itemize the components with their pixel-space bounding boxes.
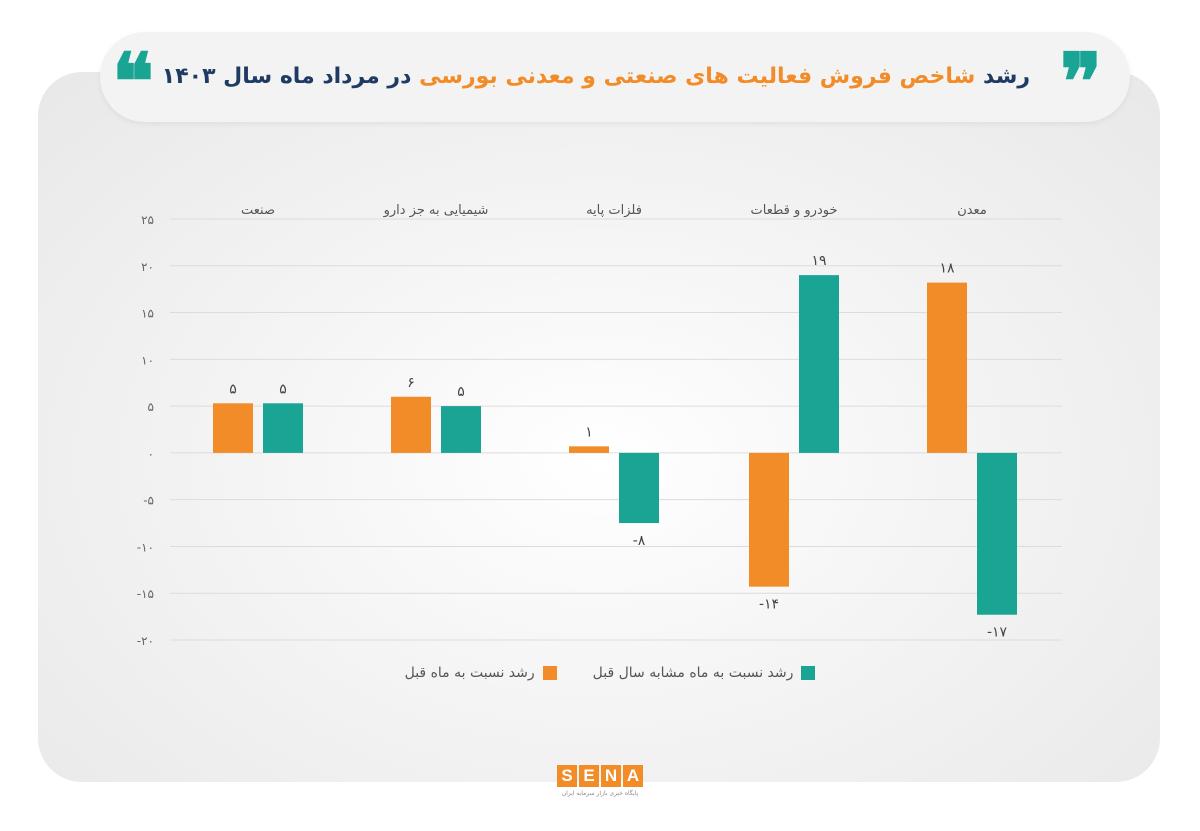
y-tick-label: ۲۵ <box>141 213 154 227</box>
y-tick-label: ۰ <box>148 447 154 461</box>
title-bar <box>100 32 1130 122</box>
title-part-1: رشد <box>982 64 1030 89</box>
title-part-2: شاخص فروش فعالیت های صنعتی و معدنی بورسی <box>419 64 976 89</box>
y-tick-label: -۱۵ <box>137 587 154 601</box>
data-label: ۵ <box>279 381 287 397</box>
y-tick-label: ۱۵ <box>141 307 154 321</box>
bar <box>213 403 253 453</box>
y-tick-label: -۵ <box>143 494 154 508</box>
category-label: شیمیایی به جز دارو <box>383 203 489 218</box>
data-label: ۶ <box>407 375 415 391</box>
bar <box>569 446 609 453</box>
bar <box>263 403 303 453</box>
y-tick-label: ۲۰ <box>141 260 154 274</box>
legend-swatch-orange <box>542 666 557 680</box>
legend-item-series-1: رشد نسبت به ماه مشابه سال قبل <box>593 665 816 681</box>
legend-swatch-teal <box>801 666 816 680</box>
bar <box>927 282 967 453</box>
logo-wordmark: S E N A <box>552 765 648 787</box>
close-quote-icon: ❞ <box>1060 37 1102 128</box>
y-tick-label: -۱۰ <box>137 540 154 554</box>
y-tick-label: ۱۰ <box>141 353 154 367</box>
logo-letter: S <box>557 765 577 787</box>
legend-item-series-0: رشد نسبت به ماه قبل <box>405 665 557 681</box>
logo-letter: N <box>601 765 621 787</box>
bar <box>977 452 1017 615</box>
legend-label-series-1: رشد نسبت به ماه مشابه سال قبل <box>592 665 794 681</box>
category-label: صنعت <box>241 203 275 218</box>
title-part-3: در مرداد ماه سال ۱۴۰۳ <box>161 64 412 89</box>
category-label: فلزات پایه <box>586 203 642 218</box>
data-label: ۵ <box>229 381 237 397</box>
bar <box>391 396 431 453</box>
bar <box>799 275 839 453</box>
data-label: ۱۹ <box>811 253 826 269</box>
bar <box>441 406 481 453</box>
legend: رشد نسبت به ماه مشابه سال قبل رشد نسبت ب… <box>380 660 840 686</box>
bar <box>749 452 789 587</box>
data-label: ۱۸ <box>939 261 955 277</box>
logo-subtitle: پایگاه خبری بازار سرمایه ایران <box>561 790 639 797</box>
data-label: -۸ <box>633 533 646 549</box>
open-quote-icon: ❝ <box>112 37 154 128</box>
sena-logo: S E N A پایگاه خبری بازار سرمایه ایران <box>552 765 648 807</box>
y-tick-label: -۲۰ <box>137 634 154 648</box>
category-label: معدن <box>957 203 987 218</box>
data-label: ۱ <box>585 424 593 440</box>
y-tick-label: ۵ <box>148 400 154 414</box>
data-label: -۱۴ <box>759 597 779 613</box>
page-title: رشد شاخص فروش فعالیت های صنعتی و معدنی ب… <box>162 54 1030 100</box>
category-label: خودرو و قطعات <box>751 203 838 218</box>
legend-label-series-0: رشد نسبت به ماه قبل <box>404 665 535 681</box>
logo-letter: A <box>623 765 643 787</box>
data-label: -۱۷ <box>987 625 1008 641</box>
logo-letter: E <box>579 765 599 787</box>
bar <box>619 452 659 524</box>
data-label: ۵ <box>457 384 465 400</box>
